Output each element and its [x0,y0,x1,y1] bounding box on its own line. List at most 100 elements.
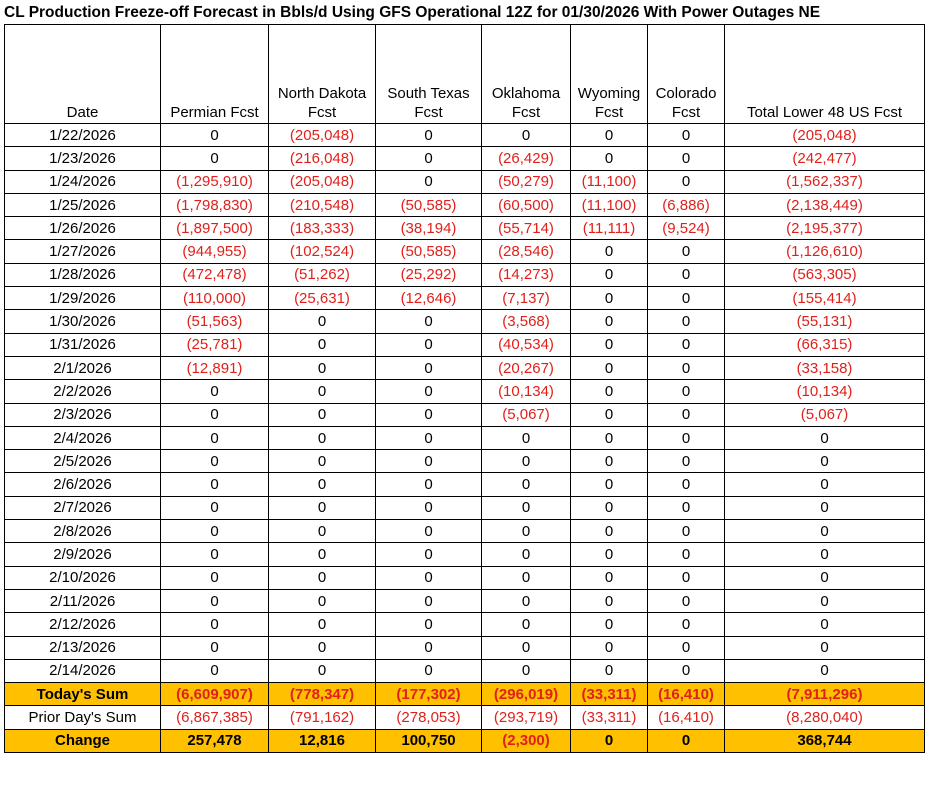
value-cell: 0 [375,379,482,404]
value-cell: 0 [268,402,376,427]
value-cell: 0 [268,449,376,474]
column-header-line2: Fcst [594,104,624,121]
table-row: 2/14/2026 0 0 0 0 0 0 0 [4,658,925,684]
table-body: 1/22/2026 0 (205,048) 0 0 0 0 (205,048) 1/23/202… [4,122,925,754]
date-cell: 2/13/2026 [4,635,161,660]
summary-row: Today's Sum (6,609,907) (778,347) (177,302)… [4,682,925,707]
value-cell: 0 [570,635,648,660]
table-row: 1/27/2026 (944,955) (102,524) (50,585) (28,5… [4,239,925,264]
table-row: 2/12/2026 0 0 0 0 0 0 0 [4,612,925,637]
date-cell: 1/23/2026 [4,146,161,171]
summary-value: 100,750 [375,728,482,754]
value-cell: (33,158) [724,355,925,381]
date-cell: 2/6/2026 [4,472,161,497]
column-header-line1 [163,84,266,103]
date-cell: 1/24/2026 [4,169,161,194]
value-cell: 0 [160,612,269,637]
value-cell: (5,067) [724,402,925,427]
summary-value: (6,609,907) [160,682,269,707]
value-cell: 0 [160,588,269,614]
table-row: 2/5/2026 0 0 0 0 0 0 0 [4,449,925,474]
value-cell: 0 [647,565,725,590]
date-cell: 2/11/2026 [4,588,161,614]
value-cell: 0 [647,169,725,194]
value-cell: 0 [160,146,269,171]
value-cell: 0 [570,332,648,357]
value-cell: 0 [160,565,269,590]
value-cell: 0 [647,402,725,427]
value-cell: 0 [481,472,571,497]
value-cell: 0 [268,542,376,567]
table-row: 2/13/2026 0 0 0 0 0 0 0 [4,635,925,660]
value-cell: (205,048) [268,169,376,194]
value-cell: 0 [724,472,925,497]
summary-value: (293,719) [481,705,571,730]
table-row: 1/23/2026 0 (216,048) 0 (26,429) 0 0 (242,477) [4,146,925,171]
date-cell: 2/3/2026 [4,402,161,427]
value-cell: (12,891) [160,355,269,381]
value-cell: 0 [724,542,925,567]
date-cell: 2/12/2026 [4,612,161,637]
summary-value: (7,911,296) [724,682,925,707]
value-cell: 0 [647,146,725,171]
date-cell: 1/28/2026 [4,262,161,288]
value-cell: 0 [570,355,648,381]
summary-value: (2,300) [481,728,571,754]
value-cell: 0 [570,472,648,497]
summary-label: Prior Day's Sum [4,705,161,730]
value-cell: (28,546) [481,239,571,264]
value-cell: (11,111) [570,216,648,241]
value-cell: 0 [647,239,725,264]
value-cell: 0 [268,332,376,357]
summary-value: (33,311) [570,705,648,730]
table-row: 2/6/2026 0 0 0 0 0 0 0 [4,472,925,497]
table-row: 1/26/2026 (1,897,500) (183,333) (38,194) (55… [4,216,925,241]
value-cell: 0 [647,425,725,451]
table-row: 2/10/2026 0 0 0 0 0 0 0 [4,565,925,590]
value-cell: (1,126,610) [724,239,925,264]
value-cell: (205,048) [268,122,376,148]
value-cell: 0 [647,472,725,497]
value-cell: 0 [481,635,571,660]
value-cell: 0 [160,658,269,684]
value-cell: (12,646) [375,286,482,311]
value-cell: 0 [481,565,571,590]
table-row: 1/24/2026 (1,295,910) (205,048) 0 (50,279) (1… [4,169,925,194]
value-cell: (6,886) [647,192,725,218]
value-cell: 0 [724,565,925,590]
value-cell: 0 [375,122,482,148]
column-header: Oklahoma Fcst [481,24,571,124]
value-cell: 0 [647,449,725,474]
column-header-line1: Colorado [655,85,717,102]
value-cell: 0 [570,262,648,288]
value-cell: 0 [268,635,376,660]
value-cell: (66,315) [724,332,925,357]
value-cell: 0 [375,565,482,590]
column-header: North Dakota Fcst [268,24,376,124]
value-cell: 0 [570,286,648,311]
value-cell: 0 [647,588,725,614]
value-cell: (563,305) [724,262,925,288]
column-header-line2: Fcst [414,104,443,121]
table-row: 1/31/2026 (25,781) 0 0 (40,534) 0 0 (66,315) [4,332,925,357]
summary-value: 0 [570,728,648,754]
value-cell: (40,534) [481,332,571,357]
value-cell: 0 [724,612,925,637]
value-cell: (242,477) [724,146,925,171]
value-cell: 0 [647,355,725,381]
value-cell: 0 [268,425,376,451]
value-cell: 0 [375,449,482,474]
value-cell: 0 [160,472,269,497]
value-cell: 0 [375,495,482,521]
column-header-line1 [727,84,922,103]
date-cell: 2/10/2026 [4,565,161,590]
date-cell: 2/14/2026 [4,658,161,684]
column-header-line2: Permian Fcst [170,104,259,121]
value-cell: (14,273) [481,262,571,288]
value-cell: 0 [570,402,648,427]
column-header-line1: South Texas [387,85,470,102]
summary-value: (278,053) [375,705,482,730]
column-header-line1: Wyoming [577,85,641,102]
date-cell: 1/22/2026 [4,122,161,148]
value-cell: (9,524) [647,216,725,241]
